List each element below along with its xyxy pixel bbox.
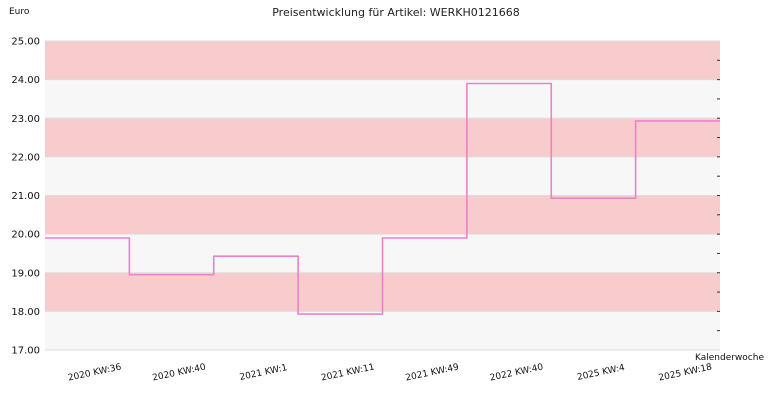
y-tick-label: 17.00 (11, 346, 40, 357)
band (45, 156, 720, 196)
x-tick-label: 2025 KW:18 (658, 362, 713, 383)
band (45, 118, 720, 157)
band (45, 79, 720, 119)
right-minor-ticks (717, 59, 720, 332)
band (45, 41, 720, 80)
y-tick-label: 18.00 (11, 307, 40, 318)
x-tick-label: 2020 KW:40 (152, 362, 207, 383)
chart-title: Preisentwicklung für Artikel: WERKH01216… (272, 6, 520, 19)
x-tick-label: 2021 KW:11 (320, 363, 375, 384)
x-tick-label: 2022 KW:40 (489, 362, 544, 383)
band (45, 311, 720, 350)
band (45, 195, 720, 235)
y-axis-label: Euro (9, 7, 30, 17)
y-tick-label: 22.00 (11, 152, 40, 163)
x-tick-label: 2025 KW:4 (576, 363, 626, 383)
y-axis-ticks: 17.00 18.00 19.00 20.00 21.00 22.00 23.00 24.00… (11, 37, 720, 357)
x-tick-label: 2020 KW:36 (67, 362, 122, 383)
x-axis-ticks: 2020 KW:36 2020 KW:40 2021 KW:1 2021 KW:11 2… (67, 362, 713, 383)
price-step-line (45, 82, 720, 315)
x-axis-label: Kalenderwoche (695, 353, 764, 363)
x-tick-label: 2021 KW:1 (239, 363, 289, 383)
background-bands (45, 41, 720, 350)
y-tick-label: 19.00 (11, 268, 40, 279)
y-tick-label: 20.00 (11, 230, 40, 241)
y-tick-label: 25.00 (11, 37, 40, 48)
x-tick-label: 2021 KW:49 (405, 362, 460, 383)
y-tick-label: 23.00 (11, 114, 40, 125)
y-tick-label: 21.00 (11, 191, 40, 202)
y-tick-label: 24.00 (11, 75, 40, 86)
